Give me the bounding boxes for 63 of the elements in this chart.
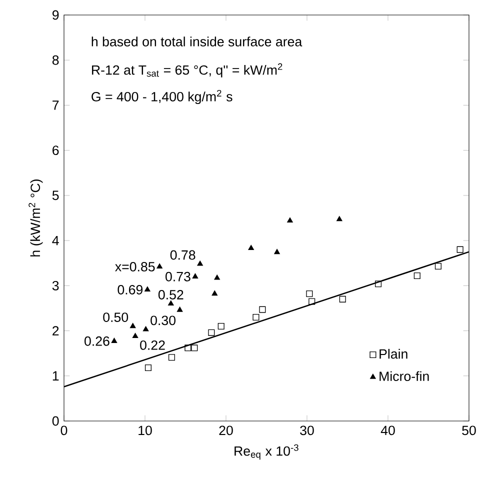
point xyxy=(208,329,215,336)
point xyxy=(130,323,136,328)
x-axis-title: Re$_{eq}$ x 10$^{-3}$ xyxy=(234,444,299,460)
y-tick-label: 3 xyxy=(52,280,59,290)
annotation: 0.50 xyxy=(103,312,128,322)
point xyxy=(308,298,316,305)
point xyxy=(214,274,220,280)
point xyxy=(184,344,192,352)
x-tick-label: 0 xyxy=(60,426,68,436)
x-tick-label: 10 xyxy=(138,426,152,436)
y-tick-label: 8 xyxy=(52,55,59,65)
x-tick-label: 40 xyxy=(381,426,396,436)
point xyxy=(248,244,254,250)
point xyxy=(191,344,198,352)
point xyxy=(144,286,150,292)
point xyxy=(414,272,421,280)
point xyxy=(456,246,464,253)
point xyxy=(156,263,163,269)
annotation: 0.78 xyxy=(170,250,196,260)
y-tick-label: 9 xyxy=(52,10,59,20)
annotation: 0.52 xyxy=(158,290,184,300)
point xyxy=(212,290,218,296)
y-tick-label: 0 xyxy=(52,416,59,426)
point xyxy=(192,273,198,278)
annotation: 0.30 xyxy=(150,316,176,326)
x-tick-label: 30 xyxy=(300,426,314,436)
x-tick-label: 50 xyxy=(462,426,476,436)
point xyxy=(287,217,294,223)
annotation: R-12 at T$_{sat}$ = 65 °C, q'' = kW/m$^{2}$ xyxy=(92,63,282,78)
y-axis-title: h (kW/m$^{2}$ °C) xyxy=(28,180,43,256)
y-tick-label: 4 xyxy=(52,236,60,246)
annotation: x=0.85 xyxy=(115,262,155,272)
annotation: 0.26 xyxy=(84,336,110,346)
annotation: 0.73 xyxy=(166,272,191,282)
point xyxy=(336,216,342,222)
y-tick-label: 7 xyxy=(52,100,59,110)
annotation: 0.22 xyxy=(140,340,165,350)
y-tick-label: 2 xyxy=(52,326,59,336)
point xyxy=(168,354,176,361)
point xyxy=(259,306,266,313)
point xyxy=(435,263,442,270)
point xyxy=(252,314,260,321)
point xyxy=(143,326,149,332)
y-tick-label: 6 xyxy=(52,146,59,156)
point xyxy=(306,290,313,298)
annotation: 0.69 xyxy=(118,285,143,294)
legend-label: Plain xyxy=(380,348,408,359)
point xyxy=(218,323,225,330)
point xyxy=(340,296,346,302)
legend-label: Micro-fin xyxy=(380,371,429,382)
point xyxy=(168,300,174,306)
point xyxy=(132,332,138,338)
y-tick-label: 1 xyxy=(53,371,59,380)
x-tick-label: 20 xyxy=(219,426,234,436)
point xyxy=(145,364,152,372)
point xyxy=(177,306,183,312)
point xyxy=(197,260,204,266)
annotation: h based on total inside surface area xyxy=(92,36,302,46)
point xyxy=(375,280,382,288)
y-tick-label: 5 xyxy=(52,190,59,200)
point xyxy=(112,338,118,343)
annotation: G = 400 - 1,400 kg/m$^{2}$ s xyxy=(92,90,232,104)
point xyxy=(274,249,280,254)
